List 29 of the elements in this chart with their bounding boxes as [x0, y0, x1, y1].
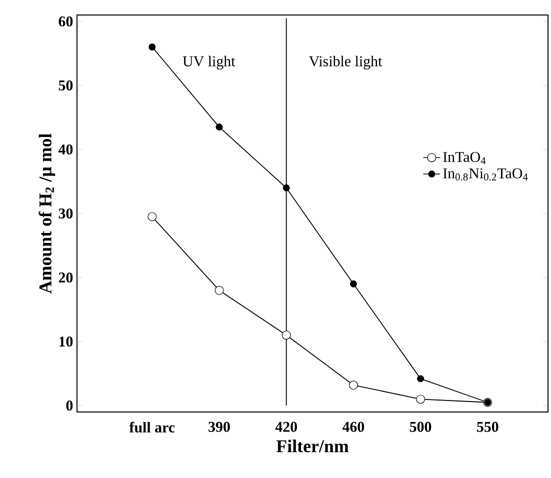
legend-label: In$_{0.8}$Ni$_{0.2}$TaO$_{4}$ — [443, 168, 528, 181]
annotation: UV light — [182, 56, 236, 70]
x-axis-title: Filter/nm — [276, 440, 349, 452]
legend-label: InTaO$_{4}$ — [443, 152, 486, 164]
point — [416, 394, 426, 404]
point — [350, 280, 357, 288]
y-tick-label: 0 — [66, 400, 73, 411]
y-tick-label: 30 — [58, 208, 73, 219]
point — [214, 286, 224, 295]
annotation: Visible light — [308, 56, 382, 70]
x-tick-label: 550 — [477, 422, 498, 432]
x-tick-label: 460 — [342, 422, 364, 432]
point — [148, 212, 157, 222]
point — [348, 380, 358, 390]
y-tick-label: 20 — [58, 272, 73, 283]
point — [417, 375, 424, 382]
y-tick-label: 10 — [59, 336, 73, 347]
y-tick-label: 60 — [58, 16, 73, 26]
x-tick-label: 420 — [275, 422, 297, 432]
x-tick-label: 390 — [208, 422, 230, 432]
point — [282, 184, 290, 192]
point — [148, 44, 156, 50]
point — [216, 124, 223, 131]
x-tick-label: full arc — [129, 422, 175, 433]
y-tick-label: 40 — [58, 144, 73, 154]
y-axis-title: Amount of H$_{2}$ /μ mol — [38, 134, 56, 294]
y-tick-label: 50 — [58, 80, 73, 90]
point — [282, 330, 291, 340]
x-tick-label: 500 — [410, 422, 432, 432]
